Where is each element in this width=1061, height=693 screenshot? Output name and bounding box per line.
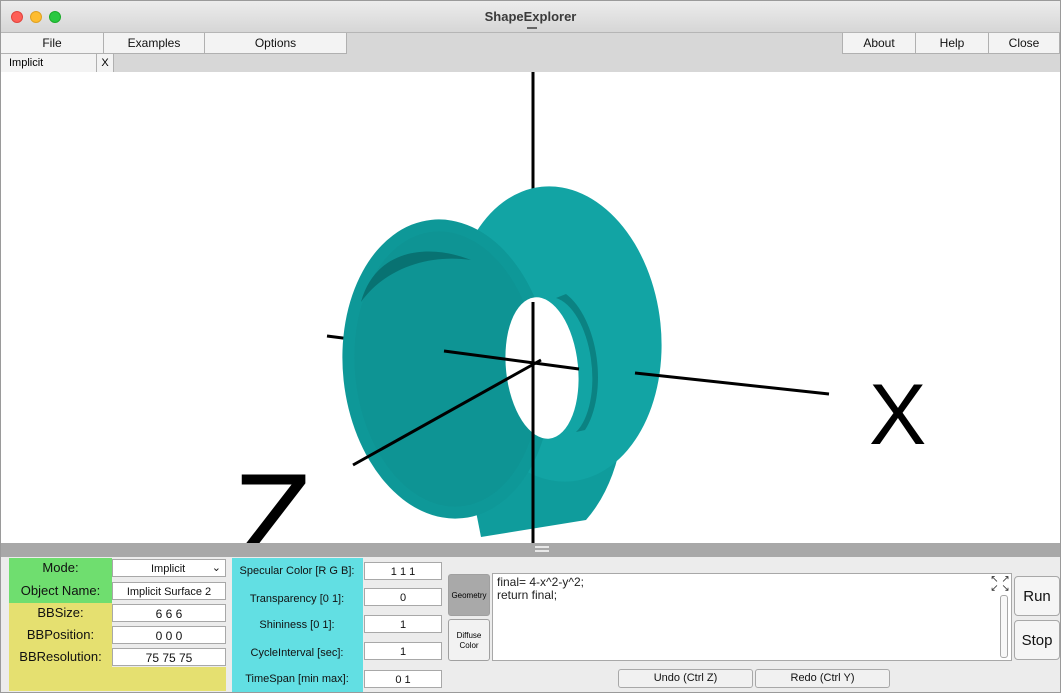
timespan-field[interactable]: 0 1 xyxy=(364,670,442,688)
z-axis-label: Z xyxy=(233,446,312,543)
diffuse-color-tab[interactable]: Diffuse Color xyxy=(448,619,490,661)
mode-select[interactable]: Implicit ⌄ xyxy=(112,559,226,577)
window-zoom-icon[interactable] xyxy=(49,11,61,23)
menu-options[interactable]: Options xyxy=(205,33,347,54)
bbsize-label: BBSize: xyxy=(37,605,84,620)
cylinder-hole xyxy=(505,297,579,439)
cycle-interval-field[interactable]: 1 xyxy=(364,642,442,660)
run-button[interactable]: Run xyxy=(1014,576,1060,616)
viewport-3d[interactable]: X Z xyxy=(1,72,1060,543)
yellow-fill-bg xyxy=(112,667,226,691)
cyan-label-bg xyxy=(232,558,363,692)
shininess-field[interactable]: 1 xyxy=(364,615,442,633)
title-grabber-icon xyxy=(527,27,537,29)
chevron-down-icon: ⌄ xyxy=(211,562,221,574)
stop-button[interactable]: Stop xyxy=(1014,620,1060,660)
bbsize-field[interactable]: 6 6 6 xyxy=(112,604,226,622)
tab-close-button[interactable]: X xyxy=(97,54,114,72)
cycle-interval-label: CycleInterval [sec]: xyxy=(250,647,344,659)
timespan-label: TimeSpan [min max]: xyxy=(245,673,349,685)
shininess-label: Shininess [0 1]: xyxy=(259,619,335,631)
splitter-grip-icon[interactable] xyxy=(535,546,549,548)
code-editor[interactable]: final= 4-x^2-y^2; return final; xyxy=(492,573,1012,661)
scene-svg: X Z xyxy=(233,72,926,543)
geometry-tab[interactable]: Geometry xyxy=(448,574,490,616)
expand-icon[interactable]: ↖ ↗ ↙ ↘ xyxy=(990,574,1010,594)
specular-label: Specular Color [R G B]: xyxy=(239,565,355,577)
menu-bar: File Examples Options About Help Close xyxy=(1,33,1060,54)
menu-about[interactable]: About xyxy=(842,33,916,54)
implicit-surface xyxy=(342,186,662,537)
mode-select-value: Implicit xyxy=(151,563,186,575)
mode-label: Mode: xyxy=(42,560,79,575)
bbposition-field[interactable]: 0 0 0 xyxy=(112,626,226,644)
tab-implicit[interactable]: Implicit xyxy=(1,54,97,72)
window-minimize-icon[interactable] xyxy=(30,11,42,23)
specular-field[interactable]: 1 1 1 xyxy=(364,562,442,580)
yellow-label-bg xyxy=(9,603,112,691)
x-axis-label: X xyxy=(869,367,926,463)
panel-splitter[interactable] xyxy=(1,543,1060,557)
x-axis-positive-line xyxy=(634,371,830,396)
bbresolution-label: BBResolution: xyxy=(19,649,102,664)
undo-button[interactable]: Undo (Ctrl Z) xyxy=(618,669,753,688)
bbposition-label: BBPosition: xyxy=(26,627,95,642)
tab-bar: Implicit X xyxy=(1,54,1060,72)
transparency-label: Transparency [0 1]: xyxy=(249,593,345,605)
x-axis-inner-line xyxy=(443,349,580,371)
menu-close[interactable]: Close xyxy=(989,33,1060,54)
transparency-field[interactable]: 0 xyxy=(364,588,442,606)
green-label-bg xyxy=(9,558,112,603)
menu-help[interactable]: Help xyxy=(916,33,989,54)
z-axis-line xyxy=(352,358,542,467)
menu-examples[interactable]: Examples xyxy=(104,33,205,54)
window-title: ShapeExplorer xyxy=(484,9,577,24)
object-name-label: Object Name: xyxy=(20,583,101,598)
window-close-icon[interactable] xyxy=(11,11,23,23)
menu-file[interactable]: File xyxy=(1,33,104,54)
title-bar: ShapeExplorer xyxy=(1,1,1060,33)
object-name-field[interactable]: Implicit Surface 2 xyxy=(112,582,226,600)
bbresolution-field[interactable]: 75 75 75 xyxy=(112,648,226,666)
redo-button[interactable]: Redo (Ctrl Y) xyxy=(755,669,890,688)
editor-scrollbar[interactable] xyxy=(1000,595,1008,658)
